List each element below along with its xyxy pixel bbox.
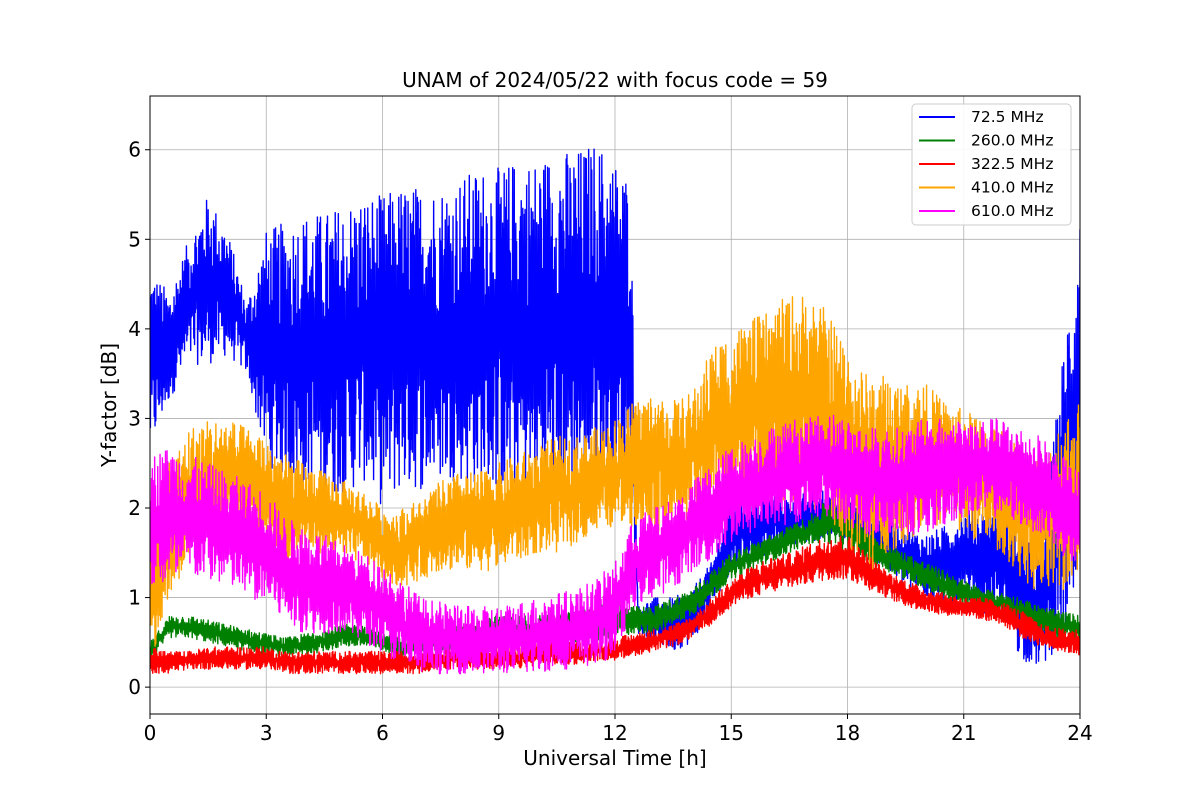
legend-label: 322.5 MHz [971,155,1053,173]
legend-label: 260.0 MHz [971,132,1053,150]
series-layer [150,148,1080,675]
legend-label: 610.0 MHz [971,202,1053,220]
x-tick-label: 3 [260,721,273,745]
legend-label: 410.0 MHz [971,179,1053,197]
y-tick-label: 6 [128,138,141,162]
x-tick-label: 6 [376,721,389,745]
chart-title: UNAM of 2024/05/22 with focus code = 59 [402,68,828,92]
y-axis-label: Y-factor [dB] [97,343,121,468]
x-tick-label: 24 [1067,721,1092,745]
x-axis-label: Universal Time [h] [523,746,706,770]
legend-label: 72.5 MHz [971,108,1044,126]
y-tick-label: 3 [128,406,141,430]
x-tick-label: 0 [144,721,157,745]
legend-box [911,103,1072,226]
x-tick-label: 18 [835,721,860,745]
legend: 72.5 MHz 260.0 MHz 322.5 MHz 410.0 MHz 610.0… [911,103,1072,226]
series-line [150,148,1080,664]
x-tick-label: 9 [492,721,505,745]
y-tick-label: 0 [128,675,141,699]
x-tick-label: 21 [951,721,976,745]
y-tick-label: 4 [128,317,141,341]
series-line [150,296,1080,647]
x-tick-label: 15 [719,721,744,745]
x-tick-label: 12 [602,721,627,745]
y-tick-label: 5 [128,227,141,251]
series-line [150,414,1080,675]
y-tick-label: 1 [128,586,141,610]
y-tick-label: 2 [128,496,141,520]
